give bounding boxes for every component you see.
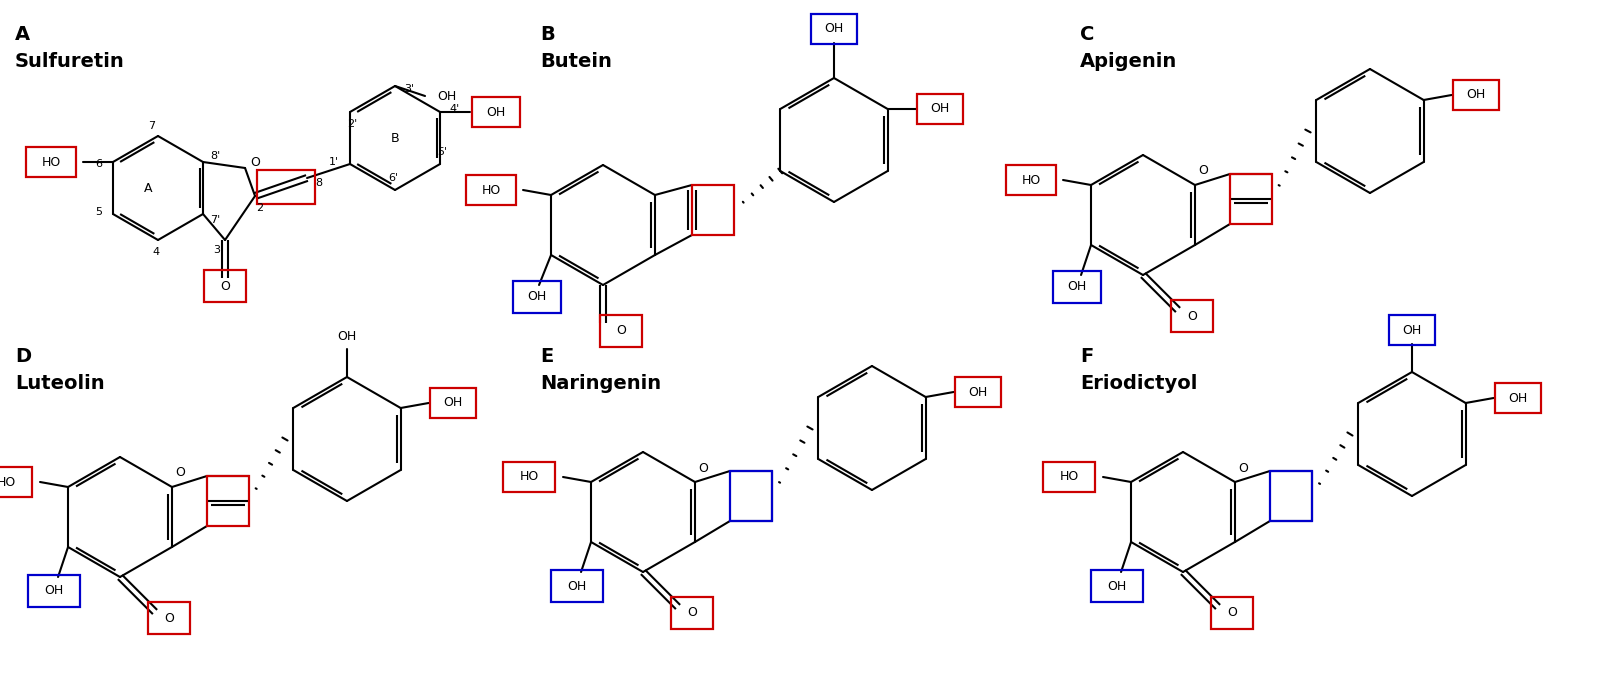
Text: Sulfuretin: Sulfuretin — [14, 52, 125, 71]
Bar — [1230, 174, 1272, 224]
Text: A: A — [144, 182, 152, 195]
Bar — [430, 388, 475, 418]
Bar — [258, 170, 315, 204]
Text: OH: OH — [568, 579, 587, 592]
Bar — [472, 97, 520, 127]
Bar — [502, 462, 555, 492]
Text: 5: 5 — [96, 207, 102, 217]
Text: O: O — [1187, 309, 1197, 322]
Text: 7: 7 — [149, 121, 155, 131]
Text: O: O — [1238, 462, 1248, 475]
Text: OH: OH — [1067, 281, 1086, 294]
Text: Naringenin: Naringenin — [541, 374, 661, 393]
Bar — [1043, 462, 1094, 492]
Text: 7': 7' — [210, 215, 221, 225]
Bar — [811, 14, 858, 44]
Text: OH: OH — [437, 89, 456, 102]
Text: HO: HO — [482, 184, 501, 197]
Text: O: O — [174, 466, 186, 479]
Text: 5': 5' — [437, 147, 446, 157]
Text: HO: HO — [520, 471, 539, 484]
Text: 2': 2' — [347, 119, 357, 129]
Text: OH: OH — [443, 397, 462, 410]
Bar — [26, 147, 75, 177]
Bar — [730, 471, 771, 521]
Bar — [1091, 570, 1142, 602]
Bar — [670, 597, 714, 629]
Text: Luteolin: Luteolin — [14, 374, 104, 393]
Text: 1': 1' — [330, 157, 339, 167]
Bar — [206, 476, 250, 526]
Text: OH: OH — [824, 23, 843, 36]
Bar — [955, 377, 1000, 407]
Text: 3': 3' — [403, 84, 414, 94]
Bar — [1453, 80, 1499, 110]
Text: 4: 4 — [152, 247, 160, 257]
Text: 6': 6' — [387, 173, 398, 183]
Text: OH: OH — [930, 102, 949, 115]
Text: 4': 4' — [450, 104, 459, 114]
Bar — [1270, 471, 1312, 521]
Bar — [1389, 315, 1435, 345]
Text: O: O — [165, 611, 174, 624]
Bar — [147, 602, 190, 634]
Text: OH: OH — [968, 385, 987, 398]
Text: O: O — [616, 324, 626, 337]
Bar — [205, 270, 246, 302]
Text: B: B — [390, 132, 400, 145]
Text: OH: OH — [486, 105, 506, 118]
Text: HO: HO — [42, 156, 61, 169]
Bar — [514, 281, 562, 313]
Text: OH: OH — [1466, 89, 1485, 102]
Text: O: O — [250, 156, 259, 169]
Text: Apigenin: Apigenin — [1080, 52, 1178, 71]
Text: 6: 6 — [96, 159, 102, 169]
Bar — [466, 175, 517, 205]
Text: HO: HO — [0, 475, 16, 488]
Text: O: O — [698, 462, 707, 475]
Bar — [1494, 383, 1541, 413]
Text: B: B — [541, 25, 555, 44]
Bar — [1053, 271, 1101, 303]
Text: O: O — [1227, 607, 1237, 619]
Text: HO: HO — [1021, 173, 1040, 186]
Text: Eriodictyol: Eriodictyol — [1080, 374, 1197, 393]
Bar — [600, 315, 642, 347]
Text: 3: 3 — [213, 245, 221, 255]
Text: HO: HO — [1059, 471, 1078, 484]
Bar — [917, 94, 963, 124]
Text: OH: OH — [45, 585, 64, 598]
Text: 8': 8' — [210, 151, 221, 161]
Text: F: F — [1080, 347, 1093, 366]
Text: OH: OH — [528, 290, 547, 303]
Bar — [691, 185, 734, 235]
Text: E: E — [541, 347, 554, 366]
Text: O: O — [686, 607, 698, 619]
Text: OH: OH — [1509, 391, 1528, 404]
Text: O: O — [1198, 165, 1208, 178]
Text: OH: OH — [338, 331, 357, 344]
Text: 2: 2 — [256, 203, 264, 213]
Bar — [1211, 597, 1253, 629]
Bar — [0, 467, 32, 497]
Text: 8: 8 — [315, 178, 323, 188]
Bar — [1006, 165, 1056, 195]
Text: OH: OH — [1107, 579, 1126, 592]
Bar — [29, 575, 80, 607]
Text: O: O — [221, 279, 230, 292]
Text: C: C — [1080, 25, 1094, 44]
Text: D: D — [14, 347, 30, 366]
Bar — [550, 570, 603, 602]
Text: OH: OH — [1402, 324, 1421, 337]
Bar — [1171, 300, 1213, 332]
Text: A: A — [14, 25, 30, 44]
Text: Butein: Butein — [541, 52, 611, 71]
